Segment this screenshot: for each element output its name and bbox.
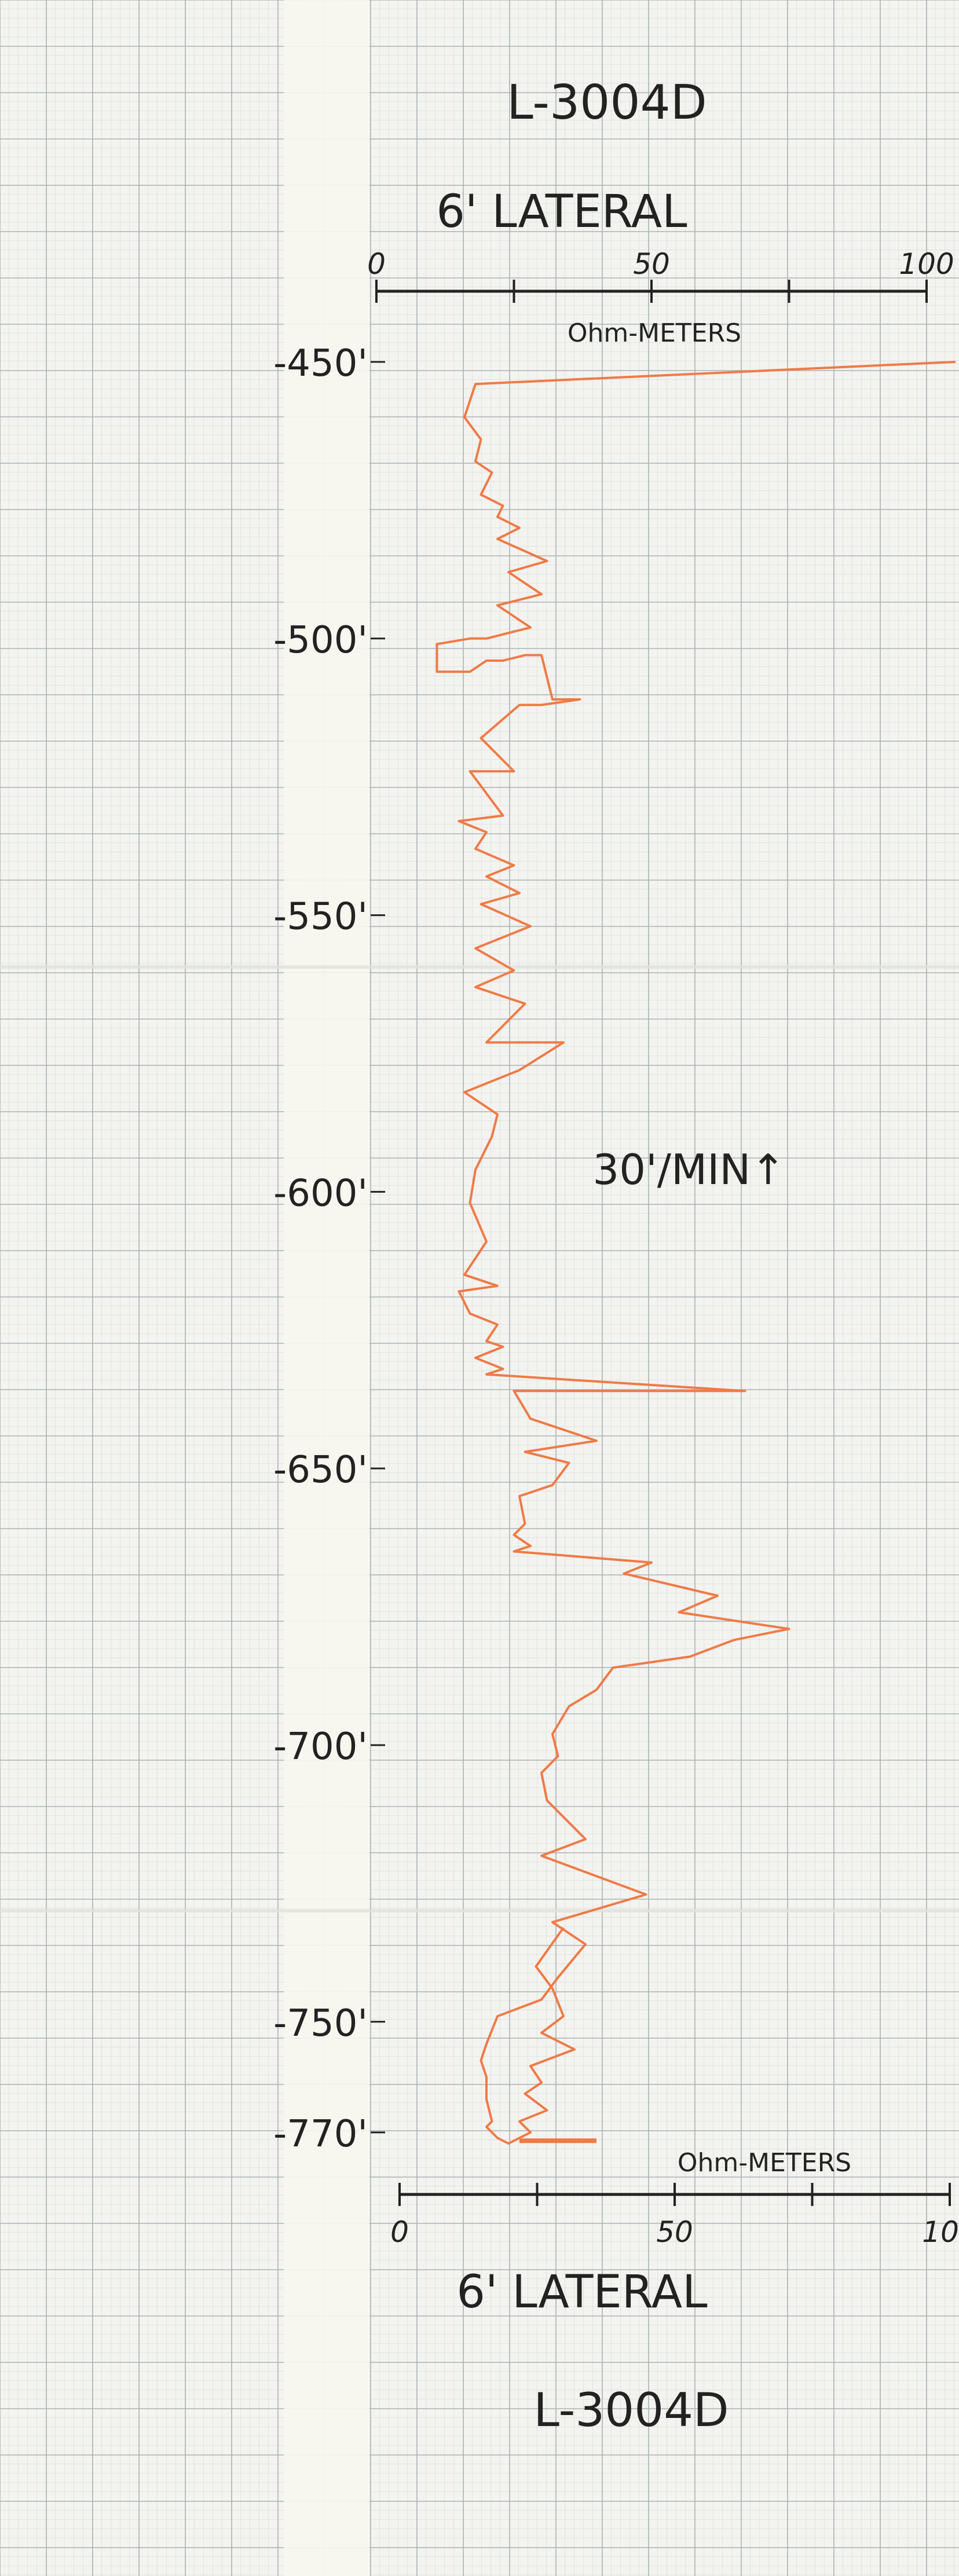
top-scale-tick-label: 100 bbox=[899, 247, 954, 281]
footer-well-id: L-3004D bbox=[533, 2383, 729, 2437]
depth-label: -650' bbox=[273, 1449, 368, 1492]
depth-label: -550' bbox=[273, 896, 368, 939]
depth-label: -450' bbox=[273, 342, 368, 385]
bottom-scale-unit: Ohm-METERS bbox=[678, 2148, 851, 2178]
bottom-scale-tick-label: 50 bbox=[656, 2215, 693, 2249]
resistivity-curve bbox=[435, 361, 956, 2145]
depth-label: -600' bbox=[273, 1172, 368, 1215]
top-scale-tick-label: 0 bbox=[367, 247, 386, 281]
bottom-scale-tick-label: 0 bbox=[390, 2215, 409, 2249]
depth-label: -500' bbox=[273, 619, 368, 662]
header-well-id: L-3004D bbox=[507, 75, 707, 130]
bottom-scale-axis: 0 50 100 bbox=[390, 2183, 959, 2249]
paper-fold-line bbox=[0, 965, 959, 1912]
depth-track-strip bbox=[284, 0, 369, 2576]
header-tool-label: 6' LATERAL bbox=[436, 186, 687, 238]
top-scale-axis: 0 50 100 bbox=[367, 247, 954, 303]
depth-label: -770' bbox=[273, 2113, 368, 2156]
logging-speed-annotation: 30'/MIN↑ bbox=[592, 1145, 785, 1194]
top-scale-unit: Ohm-METERS bbox=[568, 318, 741, 348]
depth-labels: -450' -500' -550' -600' -650' -700' -750' -770' bbox=[273, 342, 385, 2156]
depth-label: -700' bbox=[273, 1725, 368, 1768]
footer-tool-label: 6' LATERAL bbox=[456, 2266, 708, 2318]
depth-label: -750' bbox=[273, 2002, 368, 2045]
resistivity-curve-layer bbox=[435, 361, 956, 2145]
bottom-scale-tick-label: 100 bbox=[922, 2215, 959, 2249]
top-scale-tick-label: 50 bbox=[633, 247, 670, 281]
